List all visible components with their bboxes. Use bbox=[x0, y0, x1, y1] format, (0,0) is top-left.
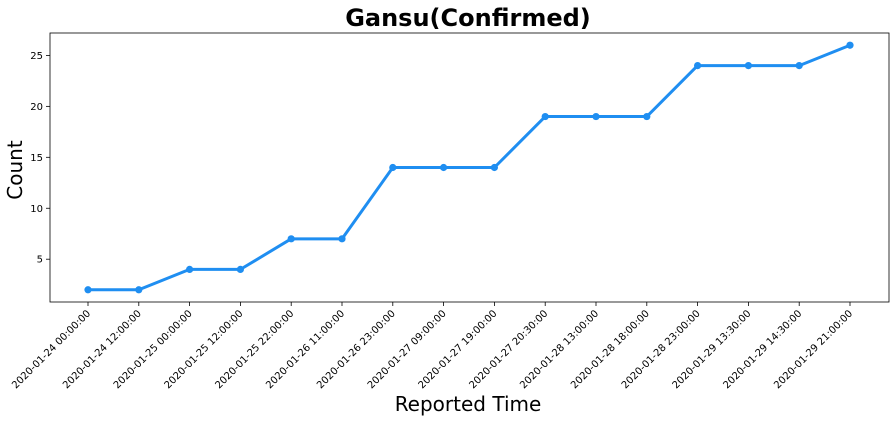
plot-area-frame bbox=[49, 32, 890, 303]
data-point bbox=[236, 265, 244, 273]
data-point bbox=[287, 235, 295, 243]
series-line bbox=[86, 43, 852, 292]
y-axis-ticks: 5 10 15 20 25 bbox=[30, 51, 50, 266]
data-point bbox=[135, 286, 143, 294]
data-point bbox=[795, 62, 803, 70]
x-axis-label: Reported Time bbox=[395, 392, 542, 416]
data-point bbox=[592, 112, 600, 121]
data-point bbox=[338, 235, 346, 243]
data-point bbox=[389, 163, 397, 172]
y-axis-label: Count bbox=[3, 140, 27, 200]
y-tick-label: 10 bbox=[30, 204, 43, 215]
y-tick-label: 5 bbox=[37, 255, 43, 266]
data-point bbox=[440, 163, 448, 172]
data-point bbox=[490, 163, 498, 172]
chart-title: Gansu(Confirmed) bbox=[345, 4, 591, 32]
data-point bbox=[744, 62, 753, 70]
series-group bbox=[84, 41, 854, 294]
y-tick-label: 15 bbox=[30, 153, 43, 164]
data-point bbox=[643, 112, 651, 121]
y-tick-label: 20 bbox=[30, 102, 43, 113]
data-point bbox=[541, 112, 549, 121]
y-tick-label: 25 bbox=[30, 51, 43, 62]
data-point bbox=[846, 41, 854, 49]
data-point bbox=[186, 265, 194, 273]
data-point bbox=[84, 286, 92, 294]
data-point bbox=[694, 62, 702, 70]
